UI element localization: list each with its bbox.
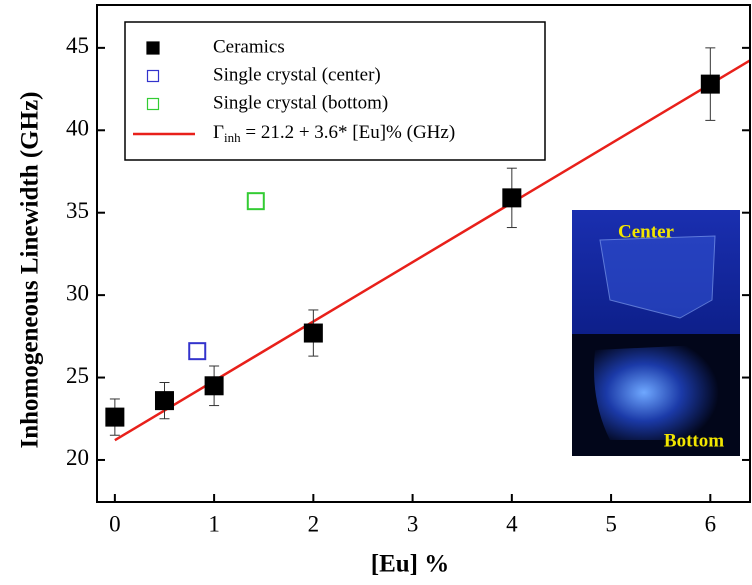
x-tick-label: 3 xyxy=(407,511,419,536)
y-tick-label: 30 xyxy=(66,280,89,305)
legend-symbol: Γ xyxy=(213,122,224,143)
legend-marker xyxy=(146,97,160,111)
legend-marker xyxy=(146,69,160,83)
inset-photo: Center Bottom xyxy=(572,210,740,456)
y-tick-label: 45 xyxy=(66,33,89,58)
y-axis-title: Inhomogeneous Linewidth (GHz) xyxy=(17,92,44,449)
legend-text: = 21.2 + 3.6* [Eu]% (GHz) xyxy=(241,122,456,143)
data-point xyxy=(105,407,125,427)
x-tick-label: 5 xyxy=(605,511,617,536)
legend-marker xyxy=(146,41,160,55)
inset-label: Center xyxy=(618,221,674,242)
x-tick-label: 2 xyxy=(308,511,320,536)
data-point xyxy=(303,323,323,343)
y-tick-label: 25 xyxy=(66,363,89,388)
x-tick-label: 4 xyxy=(506,511,518,536)
legend-label: Single crystal (center) xyxy=(213,64,381,85)
x-tick-label: 0 xyxy=(109,511,121,536)
x-tick-label: 6 xyxy=(705,511,717,536)
data-point xyxy=(204,376,224,396)
legend-subscript: inh xyxy=(224,130,241,145)
x-axis-title: [Eu] % xyxy=(371,551,449,578)
inset-label: Bottom xyxy=(664,430,724,451)
data-point xyxy=(700,74,720,94)
y-tick-label: 35 xyxy=(66,198,89,223)
legend-label: Single crystal (bottom) xyxy=(213,92,388,113)
data-point xyxy=(502,188,522,208)
plot-area xyxy=(105,47,750,442)
x-tick-label: 1 xyxy=(208,511,220,536)
data-point xyxy=(246,192,265,211)
legend-label: Γinh = 21.2 + 3.6* [Eu]% (GHz) xyxy=(213,122,455,145)
y-tick-label: 40 xyxy=(66,116,89,141)
data-point xyxy=(154,391,174,411)
data-point xyxy=(188,342,207,361)
legend xyxy=(124,21,546,161)
y-tick-label: 20 xyxy=(66,445,89,470)
plot-frame xyxy=(96,4,751,503)
legend-label: Ceramics xyxy=(213,36,285,57)
